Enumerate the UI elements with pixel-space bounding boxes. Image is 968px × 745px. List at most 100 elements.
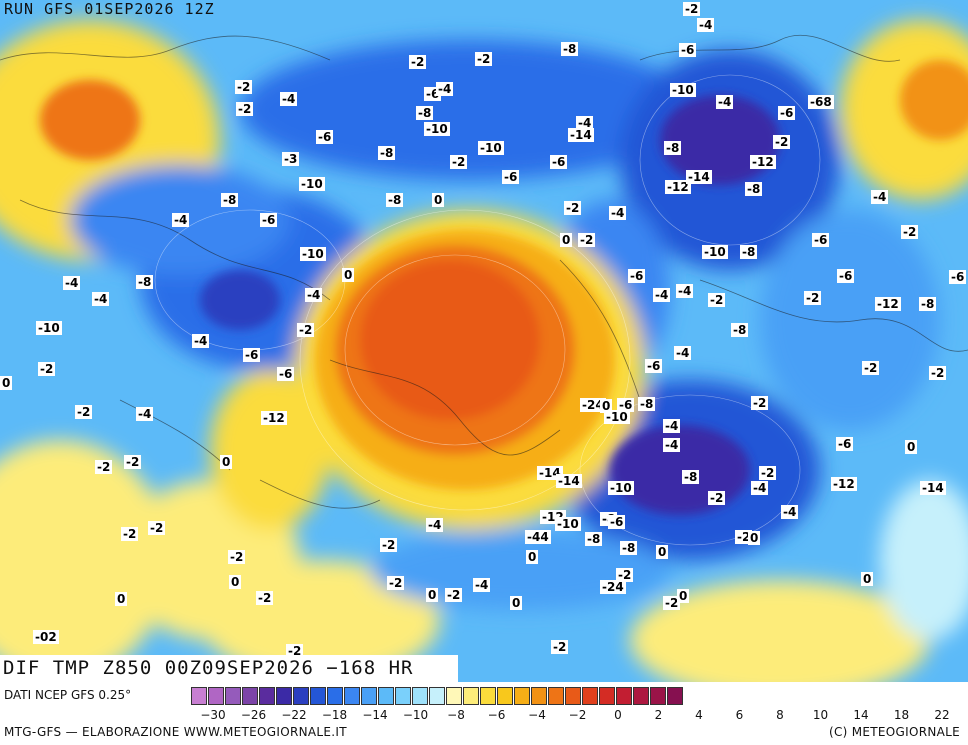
contour-label: -2 — [38, 362, 56, 376]
contour-label: -4 — [192, 334, 210, 348]
legend-swatch — [667, 687, 683, 705]
contour-label: -4 — [676, 284, 694, 298]
contour-label: -2 — [75, 405, 93, 419]
contour-label: 0 — [426, 588, 439, 602]
legend-tick-label: −2 — [568, 708, 587, 722]
contour-label: -8 — [620, 541, 638, 555]
contour-label: -8 — [561, 42, 579, 56]
contour-label: -24 — [580, 398, 606, 412]
temperature-anomaly-map — [0, 0, 968, 682]
legend-swatch — [225, 687, 241, 705]
contour-label: 0 — [229, 575, 242, 589]
contour-label: 0 — [0, 376, 13, 390]
legend-swatch — [276, 687, 292, 705]
contour-label: -4 — [136, 407, 154, 421]
legend-tick-label: −4 — [528, 708, 546, 722]
contour-label: -8 — [638, 397, 656, 411]
contour-label: -8 — [682, 470, 700, 484]
contour-label: -6 — [277, 367, 295, 381]
contour-label: -4 — [697, 18, 715, 32]
legend-swatch — [208, 687, 224, 705]
contour-label: -10 — [702, 245, 728, 259]
contour-label: -14 — [920, 481, 946, 495]
legend-tick-label: 8 — [776, 708, 784, 722]
legend-swatch — [327, 687, 343, 705]
run-title: RUN GFS 01SEP2026 12Z — [4, 0, 215, 18]
contour-label: -44 — [525, 530, 551, 544]
legend-tick-label: −26 — [240, 708, 267, 722]
contour-label: -6 — [550, 155, 568, 169]
contour-label: -12 — [261, 411, 287, 425]
legend-swatch — [259, 687, 275, 705]
contour-label: -2 — [804, 291, 822, 305]
credit-right: (C) METEOGIORNALE — [828, 725, 960, 739]
contour-label: -2 — [773, 135, 791, 149]
legend-swatch — [616, 687, 632, 705]
legend-tick-label: 2 — [654, 708, 663, 722]
contour-label: 0 — [656, 545, 669, 559]
contour-label: -2 — [578, 233, 596, 247]
legend-tick-label: −18 — [321, 708, 348, 722]
contour-label: -2 — [148, 521, 166, 535]
contour-label: -8 — [136, 275, 154, 289]
contour-label: -2 — [683, 2, 701, 16]
contour-label: -10 — [424, 122, 450, 136]
contour-label: -2 — [95, 460, 113, 474]
contour-label: -2 — [124, 455, 142, 469]
contour-label: -12 — [665, 180, 691, 194]
contour-label: 0 — [526, 550, 539, 564]
color-legend-ticks: −30−26−22−18−14−10−8−6−4−202468101418223… — [191, 708, 968, 722]
contour-label: 0 — [220, 455, 233, 469]
contour-label: -2 — [663, 596, 681, 610]
contour-label: -12 — [750, 155, 776, 169]
legend-swatch — [395, 687, 411, 705]
contour-label: -6 — [502, 170, 520, 184]
contour-label: -12 — [831, 477, 857, 491]
contour-label: -2 — [236, 102, 254, 116]
contour-label: -10 — [300, 247, 326, 261]
contour-label: -4 — [663, 419, 681, 433]
legend-tick-label: −14 — [362, 708, 388, 722]
contour-label: -8 — [378, 146, 396, 160]
legend-swatch — [310, 687, 326, 705]
contour-label: -2 — [475, 52, 493, 66]
legend-tick-label: 14 — [853, 708, 869, 722]
contour-label: -14 — [568, 128, 594, 142]
legend-swatch — [446, 687, 462, 705]
contour-label: 0 — [748, 531, 761, 545]
contour-label: -6 — [812, 233, 830, 247]
legend-swatch — [599, 687, 615, 705]
contour-label: -2 — [256, 591, 274, 605]
legend-swatch — [463, 687, 479, 705]
contour-label: -4 — [436, 82, 454, 96]
legend-swatch — [293, 687, 309, 705]
legend-swatch — [361, 687, 377, 705]
contour-label: -2 — [450, 155, 468, 169]
data-source: DATI NCEP GFS 0.25° — [4, 688, 132, 702]
legend-swatch — [497, 687, 513, 705]
contour-label: -6 — [837, 269, 855, 283]
credit-left: MTG-GFS — ELABORAZIONE WWW.METEOGIORNALE… — [4, 725, 347, 739]
contour-label: -2 — [929, 366, 947, 380]
contour-label: -4 — [674, 346, 692, 360]
contour-label: -12 — [875, 297, 901, 311]
contour-label: -6 — [645, 359, 663, 373]
contour-label: -4 — [609, 206, 627, 220]
legend-tick-label: −22 — [281, 708, 307, 722]
contour-label: -4 — [653, 288, 671, 302]
contour-label: -4 — [751, 481, 769, 495]
contour-label: -10 — [36, 321, 62, 335]
contour-label: -2 — [708, 293, 726, 307]
legend-swatch — [548, 687, 564, 705]
contour-label: -4 — [716, 95, 734, 109]
legend-swatch — [429, 687, 445, 705]
contour-label: -4 — [172, 213, 190, 227]
forecast-title: DIF TMP Z850 00Z09SEP2026 −168 HR — [0, 655, 458, 682]
contour-label: -2 — [551, 640, 569, 654]
contour-label: -24 — [600, 580, 626, 594]
contour-label: -8 — [919, 297, 937, 311]
contour-label: -6 — [316, 130, 334, 144]
contour-label: -6 — [243, 348, 261, 362]
contour-label: 0 — [510, 596, 523, 610]
contour-label: -10 — [299, 177, 325, 191]
